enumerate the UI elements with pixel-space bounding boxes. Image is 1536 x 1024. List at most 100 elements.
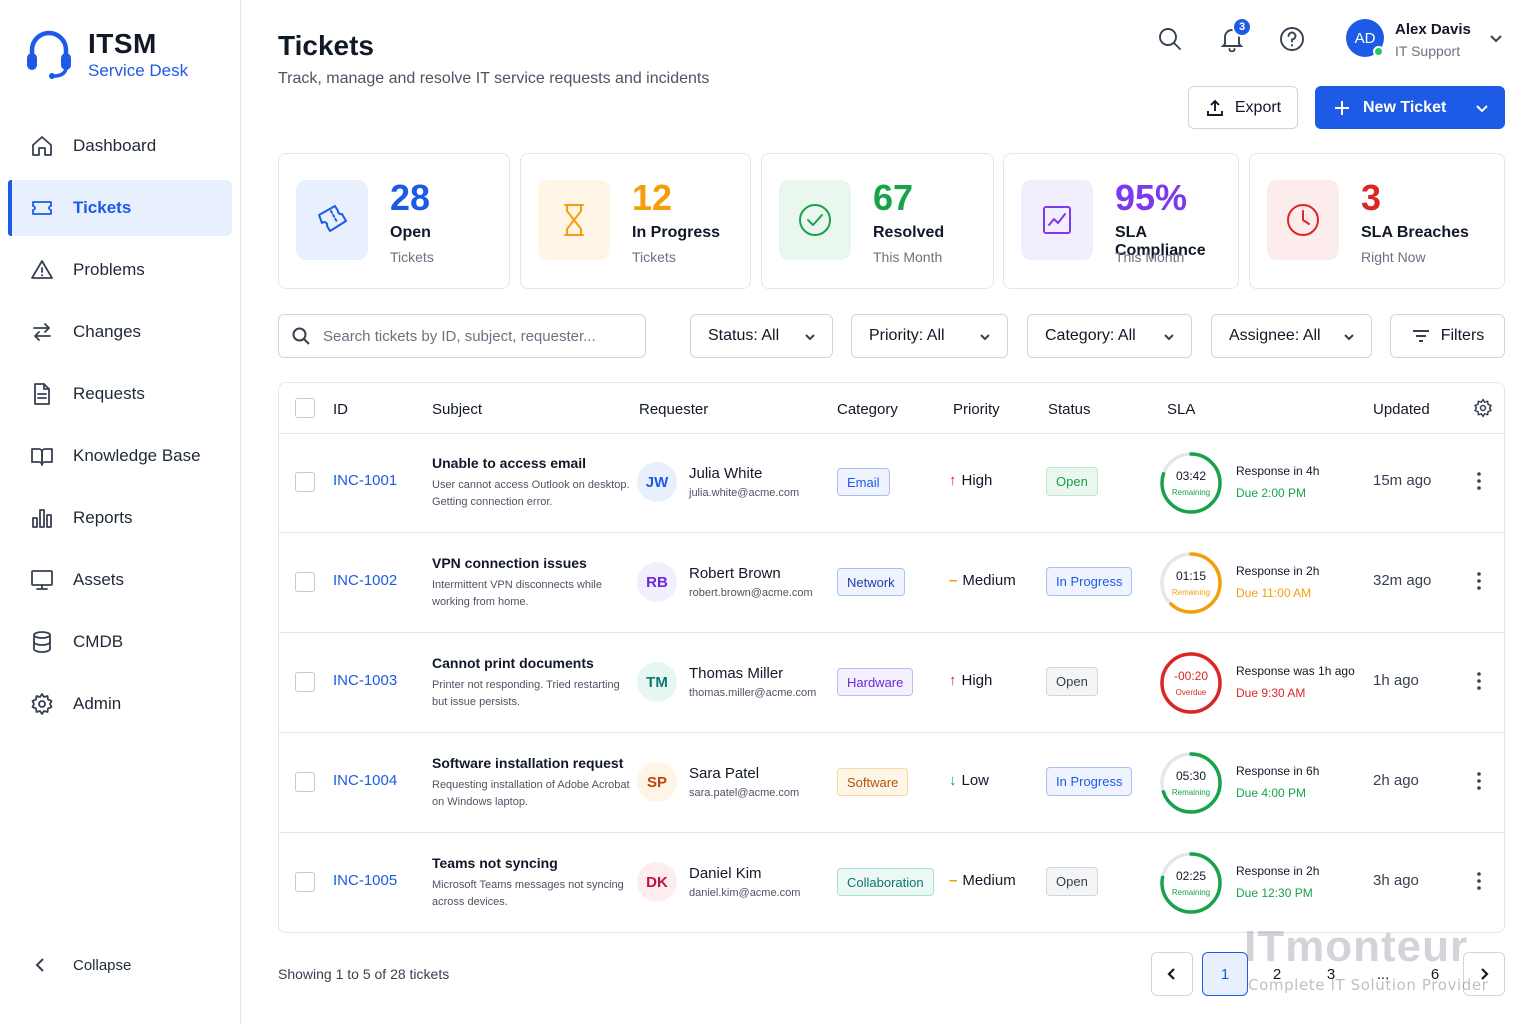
more-options-icon[interactable] [1467,469,1491,493]
ticket-subject[interactable]: VPN connection issues [432,555,587,571]
row-checkbox[interactable] [295,672,315,692]
sla-response: Response in 2h [1236,564,1320,578]
gear-icon[interactable] [1473,398,1493,418]
table-row[interactable]: INC-1004 Software installation request R… [279,734,1504,833]
row-checkbox[interactable] [295,572,315,592]
user-name[interactable]: Alex Davis [1395,21,1471,38]
ticket-id-link[interactable]: INC-1005 [333,872,398,889]
stat-label: SLA Breaches [1361,224,1469,241]
app-subtitle: Service Desk [88,61,189,80]
select-all-checkbox[interactable] [295,398,315,418]
sla-time: 02:25 [1175,869,1207,883]
ticket-id-link[interactable]: INC-1001 [333,472,398,489]
search-box[interactable] [278,314,646,358]
more-options-icon[interactable] [1467,669,1491,693]
search-icon[interactable] [1157,26,1183,52]
sidebar-item-cmdb[interactable]: CMDB [8,614,232,670]
stat-value: 67 [873,177,914,218]
status-badge: In Progress [1046,567,1133,596]
row-checkbox[interactable] [295,872,315,892]
sla-due: Due 9:30 AM [1236,686,1306,700]
col-sla[interactable]: SLA [1167,401,1196,418]
col-category[interactable]: Category [837,401,898,418]
sidebar: ITSM Service Desk Dashboard Tickets Prob… [0,0,241,1024]
sla-timer: 03:42 Remaining [1158,447,1224,519]
sidebar-item-dashboard[interactable]: Dashboard [8,118,232,174]
new-ticket-button[interactable]: New Ticket [1315,86,1505,129]
stat-card-sla-compliance[interactable]: 95% SLA Compliance This Month [1003,153,1239,289]
sidebar-item-changes[interactable]: Changes [8,304,232,360]
more-options-icon[interactable] [1467,769,1491,793]
requester-avatar: RB [637,562,677,602]
category-badge: Software [837,768,909,796]
col-status[interactable]: Status [1048,401,1091,418]
col-id[interactable]: ID [333,401,348,418]
ticket-id-link[interactable]: INC-1003 [333,672,398,689]
new-ticket-label: New Ticket [1363,98,1447,116]
home-icon [32,136,52,156]
table-row[interactable]: INC-1002 VPN connection issues Intermitt… [279,534,1504,633]
sidebar-item-label: Tickets [73,198,132,217]
status-badge: In Progress [1046,767,1133,796]
export-button[interactable]: Export [1188,86,1298,129]
page-1-button[interactable]: 1 [1202,952,1248,996]
help-icon[interactable] [1279,26,1305,52]
sidebar-item-tickets[interactable]: Tickets [8,180,232,236]
requester-avatar: JW [637,462,677,502]
ticket-subject[interactable]: Software installation request [432,755,624,771]
assignee-filter[interactable]: Assignee: All [1211,314,1372,358]
priority-arrow-icon: – [949,872,958,889]
ticket-subject[interactable]: Unable to access email [432,455,587,471]
stat-card-in-progress[interactable]: 12 In Progress Tickets [520,153,751,289]
category-filter[interactable]: Category: All [1027,314,1192,358]
prev-page-button[interactable] [1151,952,1193,996]
sidebar-item-assets[interactable]: Assets [8,552,232,608]
chevron-down-icon[interactable] [1489,31,1503,45]
more-options-icon[interactable] [1467,569,1491,593]
row-checkbox[interactable] [295,472,315,492]
more-options-icon[interactable] [1467,869,1491,893]
table-row[interactable]: INC-1003 Cannot print documents Printer … [279,634,1504,733]
stat-card-sla-breaches[interactable]: 3 SLA Breaches Right Now [1249,153,1505,289]
chevron-right-icon [1481,968,1489,980]
filter-lines-icon [1412,330,1429,342]
sidebar-item-label: Problems [73,260,145,279]
page-6-button[interactable]: 6 [1430,965,1440,983]
ticket-subject[interactable]: Cannot print documents [432,655,594,671]
next-page-button[interactable] [1463,952,1505,996]
sidebar-item-requests[interactable]: Requests [8,366,232,422]
search-input[interactable] [323,327,623,345]
sidebar-item-label: Requests [73,384,145,403]
sidebar-item-problems[interactable]: Problems [8,242,232,298]
sidebar-item-reports[interactable]: Reports [8,490,232,546]
chevron-down-icon[interactable] [1475,101,1489,115]
status-filter[interactable]: Status: All [690,314,833,358]
col-updated[interactable]: Updated [1373,401,1430,418]
priority-label: High [961,672,993,689]
collapse-button[interactable]: Collapse [30,955,131,975]
sla-response: Response in 6h [1236,764,1320,778]
filters-button[interactable]: Filters [1390,314,1505,358]
ticket-subject[interactable]: Teams not syncing [432,855,558,871]
col-requester[interactable]: Requester [639,401,709,418]
priority-filter[interactable]: Priority: All [851,314,1008,358]
stat-card-resolved[interactable]: 67 Resolved This Month [761,153,994,289]
stat-card-open[interactable]: 28 Open Tickets [278,153,510,289]
app-logo[interactable]: ITSM Service Desk [26,28,188,82]
ticket-id-link[interactable]: INC-1004 [333,772,398,789]
requester-avatar: TM [637,662,677,702]
table-row[interactable]: INC-1005 Teams not syncing Microsoft Tea… [279,834,1504,932]
database-icon [33,631,51,653]
page-2-button[interactable]: 2 [1272,965,1282,983]
sidebar-item-knowledge-base[interactable]: Knowledge Base [8,428,232,484]
sidebar-item-admin[interactable]: Admin [8,676,232,732]
book-icon [31,448,53,466]
ticket-id-link[interactable]: INC-1002 [333,572,398,589]
col-subject[interactable]: Subject [432,401,483,418]
table-row[interactable]: INC-1001 Unable to access email User can… [279,434,1504,533]
row-checkbox[interactable] [295,772,315,792]
warning-icon [31,260,53,279]
updated-time: 15m ago [1373,472,1432,489]
col-priority[interactable]: Priority [953,401,1000,418]
page-3-button[interactable]: 3 [1326,965,1336,983]
